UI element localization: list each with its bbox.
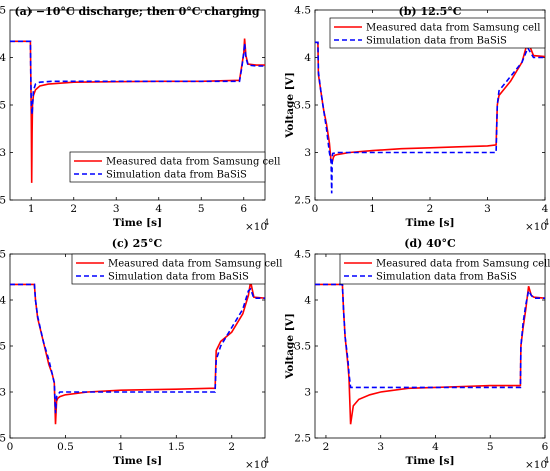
y-tick-label: 3 [304,147,311,159]
x-tick-label: 0 [7,441,14,453]
x-tick-label: 1 [118,441,125,453]
legend-label: Simulation data from BaSiS [106,170,247,181]
legend-label: Simulation data from BaSiS [376,272,517,283]
x-tick-label: 1 [28,203,35,215]
legend-label: Simulation data from BaSiS [366,36,507,47]
y-tick-label: 3.5 [294,341,311,353]
legend-label: Measured data from Samsung cell [366,23,540,34]
chart-panel: (d) 40°C 2.5 3 3.5 4 4.5 2 3 4 5 6 Time [s] Voltage … [284,237,550,471]
y-tick-label: 2.5 [0,195,6,207]
x-tick-label: 4 [542,203,549,215]
x-tick-label: 3 [484,203,491,215]
x-axis-multiplier: ×10 [525,221,547,233]
y-tick-label: 4.5 [294,5,311,17]
y-tick-label: 3 [0,147,6,159]
x-axis-label: Time [s] [113,455,162,467]
measured-series-line [315,283,545,425]
x-tick-label: 4 [432,441,439,453]
legend-label: Measured data from Samsung cell [108,259,282,270]
x-axis-multiplier: ×10 [245,221,267,233]
chart-title: (a) −10°C discharge; then 0°C charging [14,5,259,18]
x-tick-label: 3 [113,203,120,215]
x-tick-label: 1.5 [168,441,185,453]
legend-box [329,17,546,49]
x-axis-label: Time [s] [405,455,454,467]
x-tick-label: 4 [155,203,162,215]
x-tick-label: 5 [198,203,205,215]
x-axis-label: Time [s] [113,217,162,229]
y-axis-label: Voltage [V] [284,313,296,380]
y-tick-label: 4 [304,295,311,307]
legend: Measured data from Samsung cell Simulatio… [329,17,546,49]
legend-label: Simulation data from BaSiS [108,272,249,283]
y-tick-label: 4 [304,52,311,64]
x-axis-label: Time [s] [405,217,454,229]
y-tick-label: 3.5 [294,100,311,112]
x-axis-multiplier: ×10 [525,459,547,471]
legend-box [69,151,266,183]
x-axis-exponent: 4 [544,218,549,227]
legend-box [71,253,266,285]
legend: Measured data from Samsung cell Simulatio… [339,253,550,285]
x-tick-label: 1 [369,203,376,215]
simulation-series-line [10,40,265,115]
simulation-series-line [315,283,545,389]
x-tick-label: 2 [323,441,330,453]
y-tick-label: 2.5 [294,195,311,207]
y-tick-label: 4.5 [0,249,6,261]
y-tick-label: 2.5 [0,433,6,445]
chart-title: (d) 40°C [404,237,456,250]
measured-series-line [10,281,265,425]
legend: Measured data from Samsung cell Simulatio… [69,151,280,183]
x-tick-label: 5 [487,441,494,453]
x-tick-label: 0 [312,203,319,215]
x-tick-label: 2 [228,441,235,453]
legend: Measured data from Samsung cell Simulatio… [71,253,282,285]
y-tick-label: 3 [0,387,6,399]
legend-label: Measured data from Samsung cell [106,157,280,168]
chart-title: (c) 25°C [112,237,163,250]
legend-label: Measured data from Samsung cell [376,259,550,270]
simulation-series-line [315,41,545,194]
x-axis-exponent: 4 [544,456,549,465]
x-tick-label: 3 [377,441,384,453]
x-tick-label: 6 [542,441,549,453]
y-tick-label: 4 [0,295,6,307]
y-tick-label: 4 [0,52,6,64]
measured-series-line [315,38,545,163]
x-tick-label: 0.5 [57,441,74,453]
x-tick-label: 6 [240,203,247,215]
y-tick-label: 3 [304,387,311,399]
x-axis-exponent: 4 [264,218,269,227]
y-tick-label: 2.5 [294,433,311,445]
y-tick-label: 4.5 [0,5,6,17]
x-axis-exponent: 4 [264,456,269,465]
x-axis-multiplier: ×10 [245,459,267,471]
simulation-series-line [10,283,265,414]
y-axis-label: Voltage [V] [284,72,296,139]
x-tick-label: 2 [70,203,77,215]
x-tick-label: 2 [427,203,434,215]
legend-box [339,253,546,285]
y-tick-label: 4.5 [294,249,311,261]
y-tick-label: 3.5 [0,341,6,353]
y-tick-label: 3.5 [0,100,6,112]
chart-panel: (a) −10°C discharge; then 0°C charging 2.… [0,5,280,234]
